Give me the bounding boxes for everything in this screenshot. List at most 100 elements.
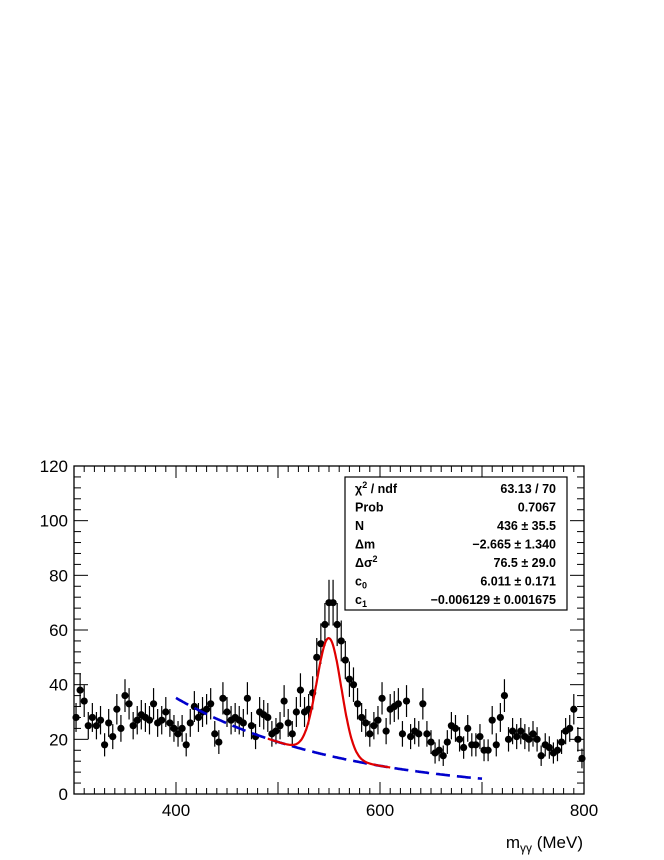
data-marker bbox=[113, 705, 121, 713]
stats-label: χ2 / ndf bbox=[355, 480, 398, 496]
fit-layer bbox=[175, 636, 483, 780]
data-marker bbox=[178, 724, 186, 733]
data-marker bbox=[239, 719, 247, 727]
stats-row: c1 −0.006129 ± 0.001675 bbox=[355, 593, 556, 609]
data-point bbox=[223, 697, 231, 727]
data-point bbox=[162, 697, 170, 727]
data-point bbox=[292, 697, 300, 727]
data-marker bbox=[276, 722, 284, 730]
data-marker bbox=[435, 746, 443, 754]
data-marker bbox=[464, 724, 472, 733]
data-marker bbox=[553, 746, 562, 754]
data-marker bbox=[284, 719, 292, 727]
data-point bbox=[570, 694, 578, 725]
data-marker bbox=[329, 599, 337, 607]
data-marker bbox=[460, 743, 468, 752]
data-point bbox=[137, 700, 145, 730]
data-marker bbox=[545, 743, 553, 752]
data-point bbox=[537, 745, 545, 766]
data-point bbox=[337, 620, 345, 662]
data-marker bbox=[525, 735, 533, 743]
x-axis-title: mγγ (MeV) bbox=[506, 833, 583, 855]
data-marker bbox=[415, 730, 423, 738]
data-marker bbox=[533, 735, 541, 743]
data-point bbox=[545, 736, 553, 759]
data-point bbox=[276, 712, 284, 740]
data-marker bbox=[484, 746, 492, 754]
data-point bbox=[76, 673, 84, 707]
signal-fit-line bbox=[267, 636, 391, 769]
stats-row: c0 6.011 ± 0.171 bbox=[355, 575, 556, 591]
data-marker bbox=[488, 716, 496, 724]
data-point bbox=[88, 703, 96, 732]
data-point bbox=[500, 679, 509, 712]
data-marker bbox=[566, 724, 574, 733]
data-point bbox=[464, 715, 472, 742]
data-marker bbox=[337, 637, 345, 645]
data-point bbox=[284, 708, 292, 737]
stats-row: χ2 / ndf 63.13 / 70 bbox=[355, 480, 556, 496]
data-marker bbox=[333, 620, 341, 629]
data-point bbox=[272, 718, 280, 745]
data-marker bbox=[321, 620, 329, 629]
data-point bbox=[472, 733, 480, 757]
data-point bbox=[133, 705, 141, 735]
data-point bbox=[517, 718, 525, 745]
data-point bbox=[427, 730, 435, 754]
data-point bbox=[239, 708, 247, 737]
stats-box: χ2 / ndf 63.13 / 70 Prob 0.7067 N 436 ± 35.5 Δ… bbox=[344, 476, 568, 611]
data-marker bbox=[211, 730, 219, 738]
data-marker bbox=[109, 733, 117, 741]
data-marker bbox=[203, 705, 211, 713]
data-point bbox=[207, 688, 215, 720]
data-marker bbox=[374, 716, 382, 724]
data-marker bbox=[280, 697, 288, 705]
data-marker bbox=[439, 752, 447, 760]
stats-box-frame bbox=[344, 476, 568, 611]
data-marker bbox=[194, 713, 203, 722]
data-marker bbox=[243, 694, 251, 702]
data-point bbox=[194, 703, 203, 732]
data-marker bbox=[513, 733, 521, 741]
stats-row: Δm −2.665 ± 1.340 bbox=[355, 538, 556, 552]
data-point bbox=[349, 667, 358, 702]
data-marker bbox=[570, 705, 578, 713]
data-point bbox=[415, 721, 423, 747]
data-marker bbox=[288, 730, 296, 738]
data-marker bbox=[500, 692, 509, 700]
x-tick-label: 800 bbox=[570, 801, 598, 820]
data-marker bbox=[158, 716, 166, 724]
data-marker bbox=[264, 713, 272, 722]
data-marker bbox=[362, 719, 370, 727]
data-point bbox=[557, 730, 566, 754]
data-point bbox=[264, 703, 272, 732]
data-point bbox=[358, 703, 366, 732]
data-point bbox=[533, 727, 541, 752]
data-marker bbox=[145, 716, 154, 724]
stats-label: N bbox=[355, 519, 364, 533]
stats-value: 0.7067 bbox=[518, 501, 556, 515]
data-point bbox=[92, 712, 101, 740]
data-point bbox=[313, 638, 321, 677]
data-marker bbox=[219, 694, 227, 702]
data-marker bbox=[366, 730, 374, 738]
stats-value: 6.011 ± 0.171 bbox=[480, 575, 556, 589]
data-point bbox=[341, 640, 349, 680]
data-point bbox=[113, 694, 121, 725]
stats-label: Δσ2 bbox=[355, 554, 378, 570]
data-point bbox=[525, 727, 533, 752]
data-marker bbox=[358, 713, 366, 722]
data-marker bbox=[472, 741, 480, 749]
data-marker bbox=[292, 708, 300, 716]
data-marker bbox=[166, 719, 174, 727]
stats-value: 63.13 / 70 bbox=[500, 482, 556, 496]
data-marker bbox=[133, 716, 141, 724]
data-point bbox=[182, 733, 190, 757]
data-point bbox=[508, 718, 517, 745]
data-point bbox=[288, 721, 296, 747]
data-marker bbox=[492, 741, 500, 749]
stats-value: 436 ± 35.5 bbox=[497, 519, 556, 533]
data-point bbox=[402, 685, 411, 718]
background-fit-line bbox=[175, 696, 483, 780]
y-tick-label: 120 bbox=[40, 457, 68, 476]
